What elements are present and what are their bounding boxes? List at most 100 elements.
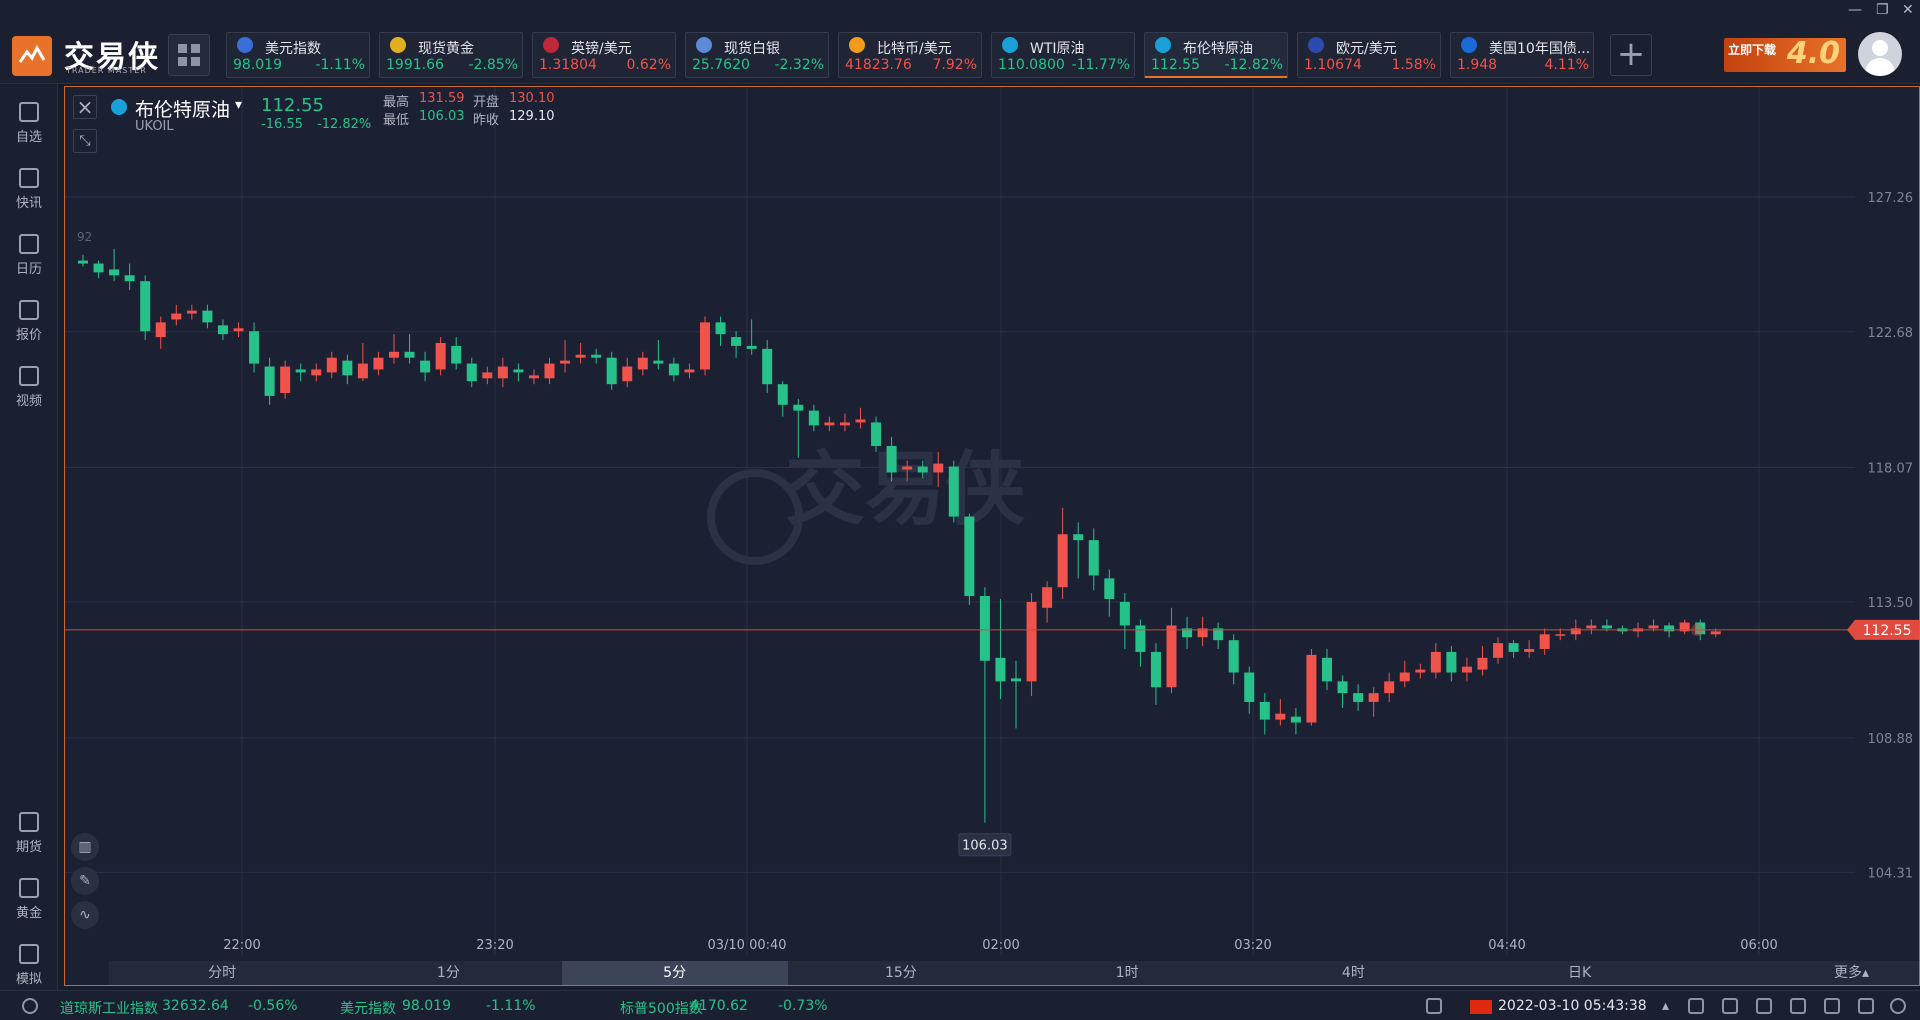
ticker-price: 112.55: [1151, 57, 1200, 73]
list-icon[interactable]: [1756, 998, 1772, 1014]
add-ticker-button[interactable]: +: [1610, 34, 1652, 76]
headset-icon[interactable]: [22, 998, 38, 1014]
sidebar-item-7[interactable]: 模拟: [0, 934, 58, 994]
bond-chart-icon: [1461, 37, 1477, 53]
sidebar-item-1[interactable]: 快讯: [0, 158, 58, 218]
tools-icon[interactable]: [1722, 998, 1738, 1014]
interval-tab-7[interactable]: 更多▴: [1833, 965, 1869, 981]
draw-pen-icon[interactable]: ✎: [71, 867, 99, 895]
promo-version: 4.0: [1786, 36, 1840, 71]
sidebar-item-0[interactable]: 自选: [0, 92, 58, 152]
candle-body: [917, 466, 928, 473]
interval-tab-4[interactable]: 1时: [1115, 965, 1139, 981]
indicator-icon[interactable]: ∿: [71, 901, 99, 929]
screen-icon[interactable]: [1688, 998, 1704, 1014]
mute-icon[interactable]: [1858, 998, 1874, 1014]
candle-body: [622, 366, 633, 382]
oil-icon: [111, 99, 127, 115]
symbol-name[interactable]: 布伦特原油: [135, 99, 231, 121]
ticker-5[interactable]: WTI原油 110.0800 -11.77%: [991, 32, 1135, 78]
avatar[interactable]: [1858, 32, 1902, 76]
ticker-6[interactable]: 布伦特原油 112.55 -12.82%: [1144, 32, 1288, 78]
ticker-1[interactable]: 现货黄金 1991.66 -2.85%: [379, 32, 523, 78]
minimize-button[interactable]: —: [1848, 2, 1862, 18]
index-name[interactable]: 标普500指数: [620, 1001, 703, 1017]
open-label: 开盘: [473, 95, 500, 110]
candlestick-chart[interactable]: 127.26 122.68 118.07 113.50 108.88 104.31 22:0…: [65, 87, 1919, 985]
sidebar-item-5[interactable]: 期货: [0, 802, 58, 862]
index-name[interactable]: 美元指数: [340, 1001, 396, 1017]
candle-body: [855, 419, 866, 423]
ticker-3[interactable]: 现货白银 25.7620 -2.32%: [685, 32, 829, 78]
candle-body: [1088, 540, 1099, 576]
candle-body: [1493, 643, 1504, 658]
video-icon: [19, 366, 39, 386]
candle-body: [1601, 625, 1612, 629]
interval-tab-2[interactable]: 5分: [561, 961, 788, 985]
datetime: 2022-03-10 05:43:38: [1498, 998, 1647, 1014]
candle-body: [249, 331, 260, 364]
candle-body: [1664, 625, 1675, 632]
ticker-price: 1.31804: [539, 57, 597, 73]
quote-icon: [19, 300, 39, 320]
ticker-4[interactable]: 比特币/美元 41823.76 7.92%: [838, 32, 982, 78]
caret-up-icon[interactable]: ▴: [1662, 998, 1670, 1014]
expand-icon[interactable]: ⤡: [73, 129, 97, 153]
candle-body: [591, 354, 602, 358]
sidebar-item-2[interactable]: 日历: [0, 224, 58, 284]
candle-body: [373, 357, 384, 370]
ticker-7[interactable]: 欧元/美元 1.10674 1.58%: [1297, 32, 1441, 78]
close-chart-button[interactable]: ×: [73, 95, 97, 119]
interval-tab-6[interactable]: 日K: [1568, 965, 1592, 981]
ticker-0[interactable]: 美元指数 98.019 -1.11%: [226, 32, 370, 78]
news-icon: [19, 168, 39, 188]
ticker-name: 美元指数: [265, 41, 321, 57]
restore-button[interactable]: ❐: [1876, 2, 1889, 18]
candle-body: [202, 310, 213, 323]
window-icon[interactable]: [1790, 998, 1806, 1014]
candle-type-icon[interactable]: ▥: [71, 833, 99, 861]
candle-body: [1104, 578, 1115, 599]
candle-body: [1384, 681, 1395, 694]
settings-icon[interactable]: [1890, 998, 1906, 1014]
grid-layout-button[interactable]: [168, 34, 210, 76]
candle-body: [233, 328, 244, 332]
candle-body: [731, 337, 742, 346]
interval-tab-3[interactable]: 15分: [884, 965, 917, 981]
candle-body: [1524, 648, 1535, 652]
symbol-code: UKOIL: [135, 119, 174, 134]
candle-body: [777, 384, 788, 405]
last-price-dot: [1691, 623, 1703, 636]
signal-icon[interactable]: [1426, 998, 1442, 1014]
camera-icon[interactable]: [1824, 998, 1840, 1014]
ticker-price: 41823.76: [845, 57, 912, 73]
ticker-8[interactable]: 美国10年国债... 1.948 4.11%: [1450, 32, 1594, 78]
candle-body: [1011, 678, 1021, 682]
x-tick-label: 03:20: [1234, 938, 1271, 953]
promo-banner[interactable]: 立即下载 4.0: [1724, 36, 1846, 72]
sidebar-item-label: 模拟: [15, 972, 42, 987]
interval-tab-5[interactable]: 4时: [1341, 965, 1365, 981]
grid-icon-cell: [178, 57, 187, 66]
sidebar-item-3[interactable]: 报价: [0, 290, 58, 350]
sidebar-item-4[interactable]: 视频: [0, 356, 58, 416]
candle-body: [171, 313, 182, 320]
grid-icon: [178, 44, 187, 53]
ticker-change: -2.85%: [468, 57, 518, 73]
candle-body: [979, 596, 990, 661]
close-window-button[interactable]: ✕: [1902, 2, 1914, 18]
calendar-icon: [19, 234, 39, 254]
candle-body: [700, 322, 710, 370]
interval-tab-1[interactable]: 1分: [436, 965, 460, 981]
chevron-down-icon[interactable]: ▾: [235, 97, 243, 113]
candle-body: [746, 345, 757, 349]
index-name[interactable]: 道琼斯工业指数: [60, 1001, 158, 1017]
candle-body: [435, 342, 446, 370]
candle-body: [124, 275, 135, 282]
low-marker-label: 106.03: [962, 839, 1008, 854]
candle-body: [871, 422, 882, 446]
interval-tab-0[interactable]: 分时: [208, 965, 237, 981]
ticker-2[interactable]: 英镑/美元 1.31804 0.62%: [532, 32, 676, 78]
ticker-name: 比特币/美元: [877, 41, 952, 57]
sidebar-item-6[interactable]: 黄金: [0, 868, 58, 928]
